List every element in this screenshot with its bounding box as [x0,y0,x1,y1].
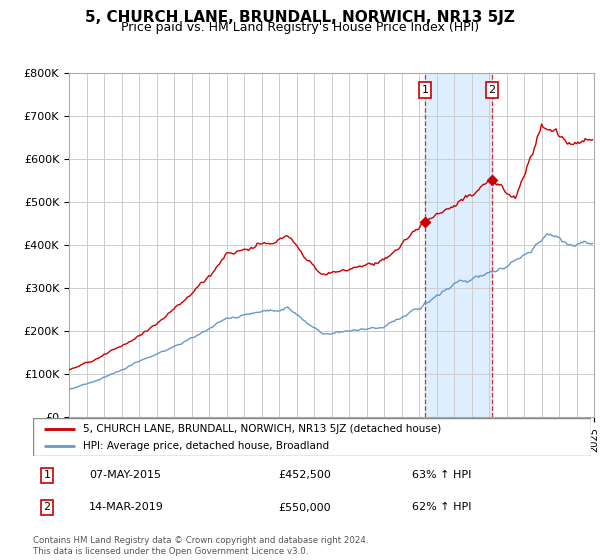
Text: 62% ↑ HPI: 62% ↑ HPI [412,502,472,512]
Text: 5, CHURCH LANE, BRUNDALL, NORWICH, NR13 5JZ: 5, CHURCH LANE, BRUNDALL, NORWICH, NR13 … [85,10,515,25]
Text: 14-MAR-2019: 14-MAR-2019 [89,502,164,512]
Text: 2: 2 [488,85,496,95]
Text: 2: 2 [43,502,50,512]
Text: Contains HM Land Registry data © Crown copyright and database right 2024.
This d: Contains HM Land Registry data © Crown c… [33,536,368,556]
Text: £550,000: £550,000 [278,502,331,512]
Text: HPI: Average price, detached house, Broadland: HPI: Average price, detached house, Broa… [83,441,329,451]
Text: 1: 1 [43,470,50,480]
Text: £452,500: £452,500 [278,470,331,480]
Text: 63% ↑ HPI: 63% ↑ HPI [412,470,472,480]
Text: 07-MAY-2015: 07-MAY-2015 [89,470,161,480]
Text: 1: 1 [421,85,428,95]
Text: Price paid vs. HM Land Registry's House Price Index (HPI): Price paid vs. HM Land Registry's House … [121,21,479,34]
Bar [425,73,492,417]
Text: 5, CHURCH LANE, BRUNDALL, NORWICH, NR13 5JZ (detached house): 5, CHURCH LANE, BRUNDALL, NORWICH, NR13 … [83,423,442,433]
